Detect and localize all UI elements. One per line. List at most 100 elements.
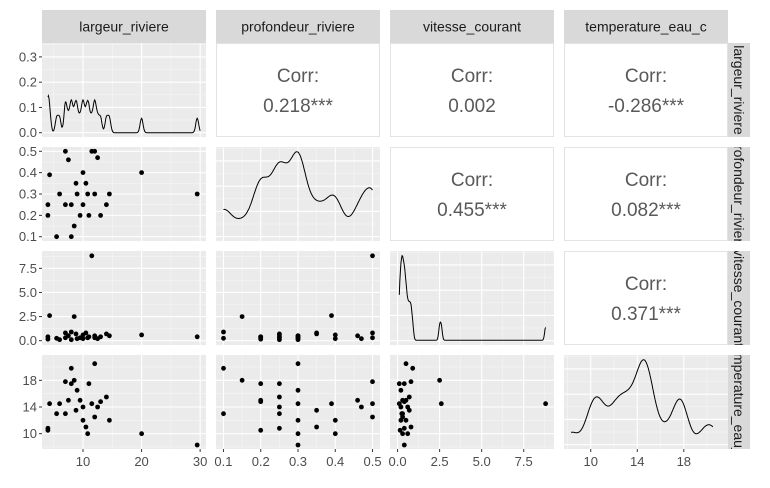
y-tick-label-2-1: 2.5 — [19, 309, 37, 324]
point-1-0-9 — [68, 202, 74, 208]
point-1-0-26 — [139, 170, 145, 176]
corr-value-0-2: 0.002 — [448, 96, 496, 117]
point-1-0-5 — [63, 148, 68, 154]
point-3-1-18 — [258, 381, 264, 387]
point-2-0-9 — [68, 337, 74, 343]
top-strip-0 — [42, 10, 206, 43]
point-3-1-24 — [277, 394, 282, 400]
corr-value-1-2: 0.455*** — [437, 200, 507, 221]
point-1-0-15 — [80, 170, 86, 176]
point-3-1-6 — [277, 411, 282, 417]
x-tick-label-2-2: 5.0 — [473, 454, 491, 469]
point-2-0-27 — [194, 334, 200, 340]
point-2-0-16 — [83, 330, 89, 336]
y-tick-label-1-0: 0.1 — [19, 229, 37, 244]
point-3-2-2 — [438, 401, 444, 407]
x-tick-label-3-1: 14 — [630, 454, 644, 469]
corr-value-2-3: 0.371*** — [611, 304, 681, 325]
point-3-2-10 — [437, 377, 442, 383]
right-strip-label-2: vitesse_courant — [731, 249, 747, 347]
density-curve-temperature_eau_c — [570, 359, 714, 435]
point-1-0-11 — [73, 180, 79, 186]
point-3-0-19 — [89, 401, 95, 407]
panel-2-0 — [42, 251, 206, 345]
y-tick-label-0-1: 0.1 — [19, 100, 37, 115]
point-3-2-27 — [401, 442, 407, 448]
point-3-2-25 — [403, 417, 409, 423]
point-3-0-3 — [54, 411, 59, 417]
point-3-0-5 — [63, 379, 68, 385]
point-2-1-23 — [258, 334, 264, 340]
corr-label-0-1: Corr: — [277, 66, 319, 87]
point-3-0-17 — [85, 431, 91, 437]
point-3-1-16 — [314, 424, 319, 430]
point-3-1-10 — [239, 377, 245, 383]
corr-label-0-2: Corr: — [451, 66, 493, 87]
point-3-2-20 — [403, 361, 409, 367]
point-3-2-12 — [398, 387, 404, 393]
point-3-2-24 — [406, 394, 412, 400]
point-3-0-2 — [47, 401, 52, 407]
point-1-0-14 — [80, 202, 86, 208]
x-tick-label-3-0: 10 — [584, 454, 598, 469]
point-3-2-1 — [397, 427, 403, 433]
density-curve-vitesse_courant — [398, 254, 547, 341]
density-curve-profondeur_riviere — [223, 151, 373, 219]
point-3-1-5 — [370, 379, 375, 385]
panel-3-0 — [42, 355, 206, 449]
x-tick-label-0-0: 10 — [76, 454, 90, 469]
point-3-2-21 — [400, 414, 405, 420]
point-1-0-27 — [194, 191, 200, 197]
corr-value-1-3: 0.082*** — [611, 200, 681, 221]
y-tick-label-1-1: 0.2 — [19, 208, 37, 223]
corr-value-0-1: 0.218*** — [263, 96, 333, 117]
y-tick-label-3-1: 14 — [23, 400, 37, 415]
point-1-0-25 — [107, 191, 112, 197]
corr-label-2-3: Corr: — [625, 274, 667, 295]
point-3-1-17 — [295, 431, 301, 437]
point-3-0-8 — [68, 365, 74, 371]
point-2-1-16 — [314, 330, 319, 336]
point-3-0-25 — [107, 417, 112, 423]
point-3-1-8 — [221, 365, 226, 371]
point-2-0-18 — [86, 334, 92, 340]
point-3-0-22 — [95, 404, 100, 410]
panel-2-2 — [390, 251, 554, 345]
point-3-1-2 — [329, 401, 334, 407]
x-tick-label-2-1: 2.5 — [431, 454, 449, 469]
point-3-1-23 — [258, 399, 264, 405]
corr-panel-1-3 — [564, 147, 728, 241]
point-2-0-2 — [47, 313, 52, 318]
point-3-1-15 — [332, 417, 338, 423]
corr-label-1-2: Corr: — [451, 170, 493, 191]
panel-0-0 — [42, 43, 206, 137]
x-tick-label-1-2: 0.3 — [289, 454, 307, 469]
point-3-0-12 — [74, 387, 80, 393]
point-1-0-17 — [85, 191, 91, 197]
y-tick-label-1-2: 0.3 — [19, 187, 37, 202]
point-3-1-0 — [277, 425, 282, 431]
corr-panel-1-2 — [390, 147, 554, 241]
top-strip-2 — [390, 10, 554, 43]
right-strip-1 — [728, 147, 750, 241]
point-1-0-2 — [47, 172, 52, 178]
top-strip-1 — [216, 10, 380, 43]
point-2-1-15 — [332, 336, 338, 342]
corr-panel-0-1 — [216, 43, 380, 137]
x-tick-label-1-3: 0.4 — [326, 454, 344, 469]
point-3-1-11 — [314, 407, 319, 413]
point-3-2-19 — [543, 401, 548, 407]
point-1-0-4 — [57, 191, 62, 197]
point-1-0-1 — [45, 213, 51, 218]
x-tick-label-0-2: 30 — [193, 454, 207, 469]
point-2-1-3 — [221, 335, 226, 341]
point-2-1-8 — [221, 329, 226, 335]
point-3-1-19 — [370, 401, 375, 407]
point-1-0-0 — [45, 202, 51, 208]
point-1-0-22 — [95, 155, 100, 161]
point-2-1-2 — [329, 313, 334, 318]
point-2-0-10 — [71, 314, 77, 319]
point-3-0-21 — [92, 414, 98, 420]
point-2-1-24 — [277, 331, 282, 337]
